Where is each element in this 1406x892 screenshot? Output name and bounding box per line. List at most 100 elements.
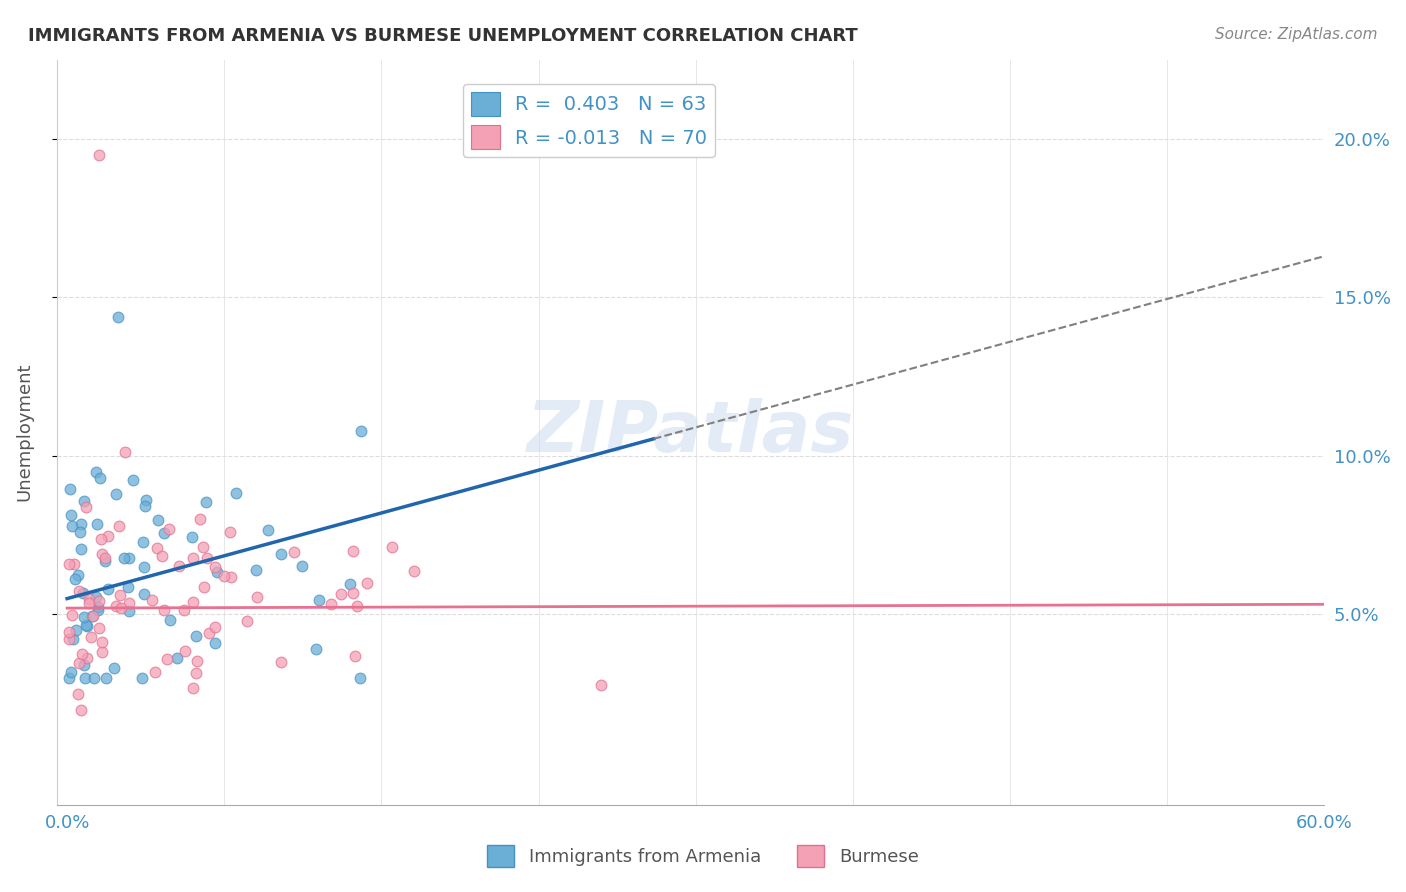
Point: [67, 656, 90, 670]
Point: [131, 671, 153, 685]
Point: [62, 632, 84, 647]
Point: [58, 557, 80, 571]
Point: [90, 635, 112, 649]
Point: [108, 588, 131, 602]
Point: [195, 550, 218, 565]
Point: [77, 597, 100, 611]
Point: [80, 630, 103, 644]
Legend: R =  0.403   N = 63, R = -0.013   N = 70: R = 0.403 N = 63, R = -0.013 N = 70: [463, 84, 716, 157]
Point: [204, 560, 226, 574]
Point: [381, 540, 404, 554]
Point: [218, 524, 240, 539]
Point: [122, 473, 145, 487]
Point: [342, 585, 364, 599]
Point: [186, 654, 208, 668]
Point: [152, 525, 174, 540]
Point: [60, 519, 83, 533]
Point: [270, 547, 292, 561]
Point: [225, 486, 247, 500]
Point: [205, 565, 228, 579]
Point: [346, 599, 368, 613]
Point: [60, 508, 83, 522]
Point: [58, 671, 80, 685]
Point: [67, 687, 90, 701]
Point: [349, 671, 371, 685]
Point: [94, 554, 117, 568]
Point: [58, 624, 80, 639]
Point: [117, 580, 139, 594]
Point: [146, 513, 169, 527]
Point: [73, 610, 96, 624]
Point: [75, 671, 97, 685]
Point: [66, 568, 89, 582]
Point: [283, 544, 305, 558]
Point: [132, 560, 155, 574]
Point: [107, 310, 129, 325]
Point: [73, 493, 96, 508]
Point: [117, 604, 139, 618]
Point: [96, 671, 118, 685]
Point: [191, 540, 214, 554]
Point: [97, 528, 120, 542]
Point: [89, 621, 111, 635]
Point: [356, 576, 378, 591]
Point: [184, 629, 207, 643]
Point: [219, 570, 242, 584]
Point: [143, 665, 166, 680]
Point: [65, 623, 87, 637]
Point: [70, 647, 93, 661]
Point: [291, 558, 314, 573]
Point: [198, 626, 221, 640]
Point: [90, 532, 112, 546]
Point: [152, 603, 174, 617]
Point: [236, 614, 259, 628]
Point: [181, 551, 204, 566]
Text: ZIPatlas: ZIPatlas: [527, 398, 853, 467]
Point: [93, 551, 115, 566]
Point: [87, 603, 110, 617]
Point: [63, 573, 86, 587]
Point: [87, 593, 110, 607]
Point: [156, 652, 179, 666]
Point: [117, 596, 139, 610]
Point: [77, 591, 100, 606]
Point: [73, 658, 96, 673]
Point: [181, 681, 204, 695]
Point: [86, 517, 108, 532]
Point: [134, 587, 156, 601]
Point: [72, 586, 94, 600]
Point: [83, 671, 105, 685]
Point: [135, 492, 157, 507]
Point: [146, 541, 169, 556]
Point: [62, 557, 84, 571]
Point: [134, 499, 156, 513]
Point: [70, 517, 93, 532]
Point: [166, 651, 188, 665]
Point: [103, 661, 125, 675]
Point: [87, 147, 110, 161]
Point: [245, 563, 267, 577]
Point: [350, 425, 373, 439]
Point: [60, 608, 83, 623]
Point: [67, 583, 90, 598]
Point: [159, 613, 181, 627]
Point: [330, 587, 353, 601]
Legend: Immigrants from Armenia, Burmese: Immigrants from Armenia, Burmese: [479, 838, 927, 874]
Point: [305, 642, 328, 657]
Point: [186, 666, 208, 681]
Point: [257, 523, 280, 537]
Point: [58, 632, 80, 646]
Point: [84, 590, 107, 604]
Point: [141, 592, 163, 607]
Point: [246, 591, 269, 605]
Point: [97, 582, 120, 596]
Point: [404, 564, 426, 578]
Point: [342, 544, 364, 558]
Point: [59, 665, 82, 680]
Point: [110, 600, 132, 615]
Point: [308, 592, 330, 607]
Point: [59, 482, 82, 496]
Point: [76, 618, 98, 632]
Point: [75, 618, 97, 632]
Point: [84, 465, 107, 479]
